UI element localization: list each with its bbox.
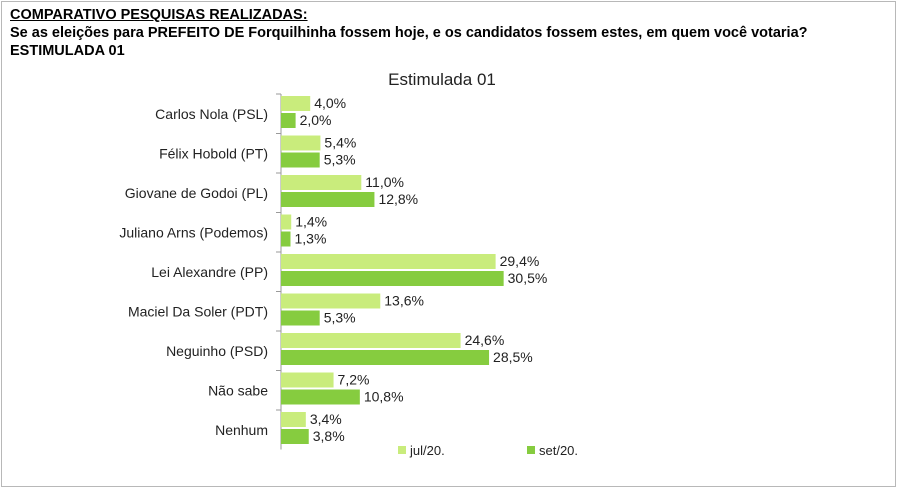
category-label: Félix Hobold (PT) bbox=[159, 145, 268, 161]
bar-jul bbox=[281, 293, 381, 309]
bar-jul bbox=[281, 214, 292, 230]
data-label: 4,0% bbox=[314, 95, 346, 111]
bar-set bbox=[281, 271, 504, 286]
bar-jul bbox=[281, 175, 362, 190]
bar-set bbox=[281, 192, 375, 207]
bar-set bbox=[281, 389, 360, 405]
bar-set bbox=[281, 310, 320, 326]
legend-label-jul: jul/20. bbox=[409, 443, 445, 458]
legend-swatch-set bbox=[527, 446, 535, 454]
bar-set bbox=[281, 429, 309, 444]
legend-label-set: set/20. bbox=[539, 443, 578, 458]
bar-jul bbox=[281, 254, 496, 269]
data-label: 29,4% bbox=[500, 253, 540, 269]
legend-swatch-jul bbox=[398, 446, 406, 454]
category-label: Carlos Nola (PSL) bbox=[155, 106, 268, 122]
data-label: 13,6% bbox=[384, 293, 424, 309]
bar-set bbox=[281, 152, 320, 168]
data-label: 30,5% bbox=[508, 270, 548, 286]
data-label: 5,3% bbox=[324, 152, 356, 168]
bar-set bbox=[281, 231, 291, 247]
chart-title: Estimulada 01 bbox=[388, 70, 496, 89]
heading-title: COMPARATIVO PESQUISAS REALIZADAS: bbox=[10, 7, 308, 23]
category-label: Nenhum bbox=[215, 422, 268, 438]
data-label: 2,0% bbox=[300, 112, 332, 128]
page-heading: COMPARATIVO PESQUISAS REALIZADAS: Se as … bbox=[10, 6, 880, 60]
plot-area: Carlos Nola (PSL) 4,0%2,0% Félix Hobold (P… bbox=[119, 93, 548, 450]
bar-set bbox=[281, 113, 296, 128]
category-label: Neguinho (PSD) bbox=[166, 343, 268, 359]
category-label: Giovane de Godoi (PL) bbox=[125, 185, 268, 201]
data-label: 5,3% bbox=[324, 310, 356, 326]
data-label: 1,4% bbox=[295, 214, 327, 230]
bar-jul bbox=[281, 96, 311, 111]
data-label: 5,4% bbox=[324, 135, 356, 151]
data-label: 3,4% bbox=[310, 411, 342, 427]
bar-jul bbox=[281, 372, 334, 388]
data-label: 3,8% bbox=[313, 428, 345, 444]
bar-jul bbox=[281, 135, 321, 151]
category-label: Não sabe bbox=[208, 382, 268, 398]
data-label: 7,2% bbox=[338, 372, 370, 388]
data-label: 1,3% bbox=[294, 231, 326, 247]
data-label: 10,8% bbox=[364, 389, 404, 405]
legend: jul/20. set/20. bbox=[398, 443, 578, 458]
bar-jul bbox=[281, 333, 461, 348]
data-label: 11,0% bbox=[365, 174, 404, 190]
category-label: Juliano Arns (Podemos) bbox=[119, 224, 268, 240]
data-label: 12,8% bbox=[378, 191, 418, 207]
category-label: Lei Alexandre (PP) bbox=[151, 264, 268, 280]
bar-set bbox=[281, 350, 490, 365]
bar-jul bbox=[281, 412, 306, 427]
data-label: 28,5% bbox=[493, 349, 533, 365]
data-label: 24,6% bbox=[465, 332, 505, 348]
category-label: Maciel Da Soler (PDT) bbox=[128, 303, 268, 319]
heading-question: Se as eleições para PREFEITO DE Forquilh… bbox=[10, 25, 808, 59]
